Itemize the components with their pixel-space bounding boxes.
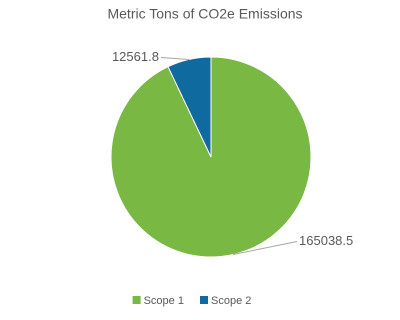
data-label: 12561.8 xyxy=(112,49,159,64)
legend-label: Scope 1 xyxy=(144,295,184,307)
data-label: 165038.5 xyxy=(299,233,353,248)
leader-line xyxy=(160,56,189,60)
leader-line xyxy=(232,241,298,256)
chart-title: Metric Tons of CO2e Emissions xyxy=(107,6,302,22)
legend-label: Scope 2 xyxy=(211,295,251,307)
legend-swatch xyxy=(200,296,208,304)
legend-swatch xyxy=(132,296,141,304)
